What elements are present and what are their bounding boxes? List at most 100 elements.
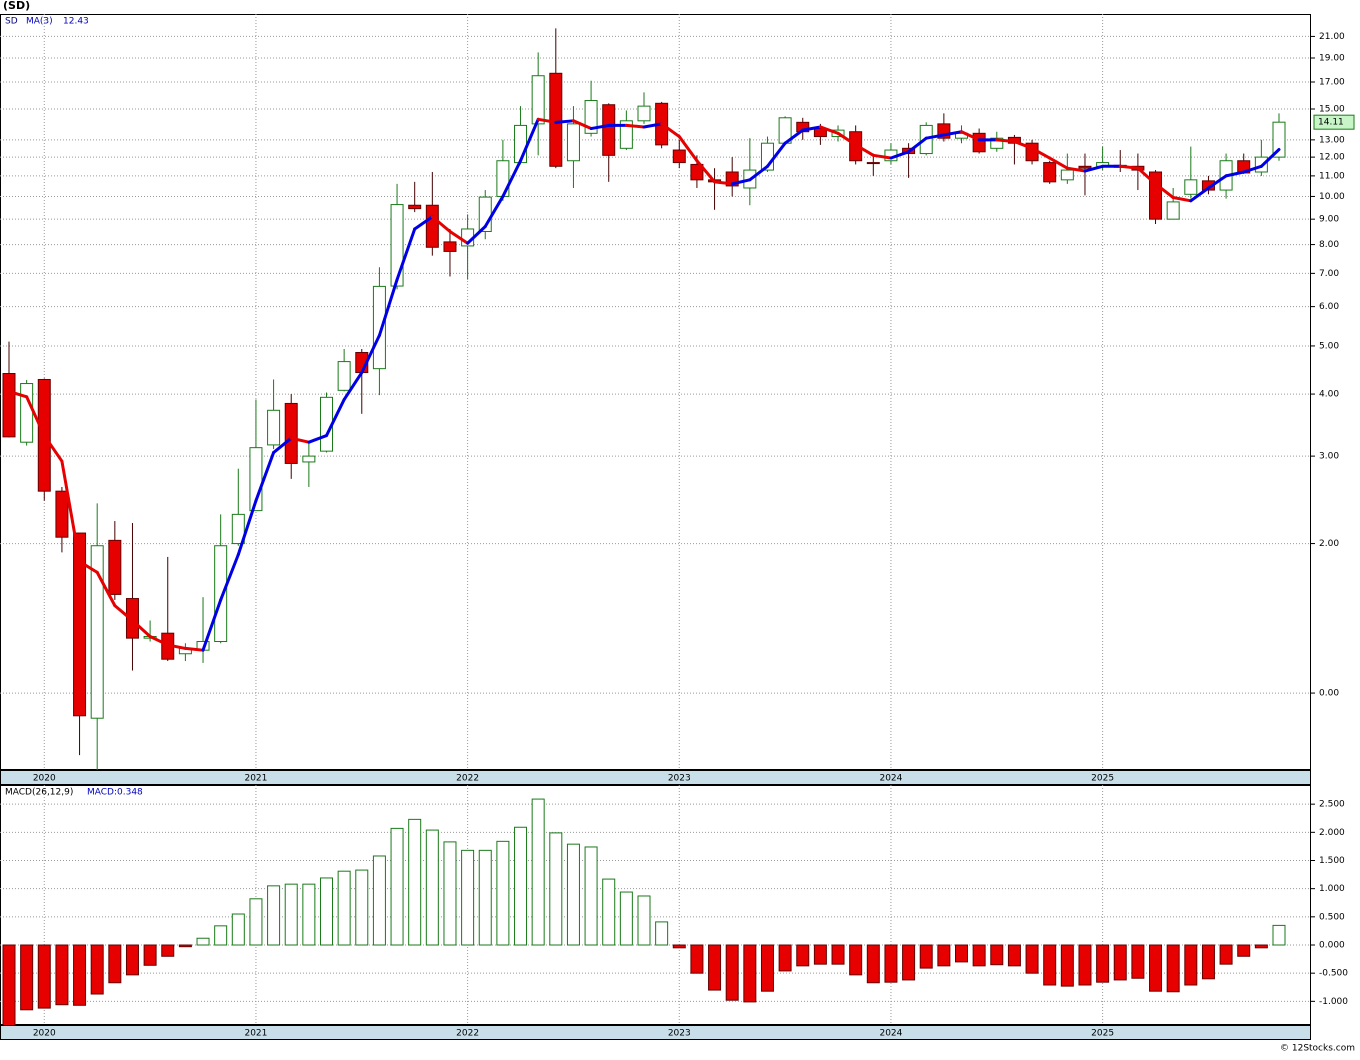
macd-bar [161, 944, 175, 957]
ma-line [854, 143, 875, 157]
candle-body [637, 105, 651, 122]
ma-line [695, 159, 717, 184]
macd-bar [90, 944, 104, 995]
ma-line [1030, 146, 1052, 160]
ma-line [571, 119, 593, 131]
ma-line [377, 278, 399, 337]
ma-line [642, 122, 664, 129]
macd-bar [937, 944, 951, 967]
x-tick-label: 2023 [668, 774, 691, 784]
ma-line [254, 451, 276, 503]
ma-line [801, 125, 822, 132]
ma-line [501, 159, 523, 198]
ma-line [95, 570, 117, 608]
chart-title: (SD) [3, 0, 30, 12]
macd-bar [725, 944, 739, 1001]
ma-line [942, 130, 963, 137]
legend-value: MACD:0.348 [87, 788, 143, 798]
ma-line [130, 618, 152, 638]
macd-bar [919, 944, 933, 969]
y-tick-label: 6.00 [1319, 302, 1339, 312]
macd-bar [320, 877, 333, 946]
macd-bar [1025, 944, 1039, 974]
ma-line [236, 499, 258, 557]
ma-line [1189, 186, 1210, 203]
ma-line [677, 135, 699, 163]
candle-body [231, 513, 245, 545]
candle-body [20, 383, 34, 443]
y-tick-label: 21.00 [1319, 32, 1345, 42]
macd-bar [1219, 944, 1233, 965]
macd-bar [443, 841, 457, 946]
candle-body [549, 72, 563, 167]
macd-bar [813, 944, 827, 965]
x-tick-label: 2021 [244, 774, 267, 784]
macd-bar [1060, 944, 1074, 987]
ma-line [1136, 166, 1158, 186]
macd-bar [549, 832, 563, 946]
candle-body [73, 532, 87, 717]
macd-bar [743, 944, 757, 1003]
macd-bar [566, 843, 580, 946]
candle-body [302, 455, 316, 463]
macd-bar [249, 898, 263, 946]
ma-line [1259, 148, 1281, 168]
macd-bar [1131, 944, 1145, 979]
macd-bar [231, 913, 245, 946]
y-tick-label: 0.000 [1319, 941, 1345, 951]
macd-bar [884, 944, 898, 983]
candle-body [531, 75, 545, 125]
year-band [0, 1025, 1311, 1040]
year-band [0, 770, 1311, 785]
candle-body [584, 100, 598, 134]
macd-bar [637, 895, 651, 946]
macd-bar [355, 869, 369, 946]
macd-bar [337, 870, 351, 946]
ma-line [748, 164, 769, 182]
y-tick-label: 1.000 [1319, 884, 1345, 894]
macd-bar [284, 883, 298, 946]
candle-body [267, 409, 281, 446]
macd-bar [478, 849, 492, 946]
macd-bar [1149, 944, 1163, 992]
candle-body [1272, 121, 1286, 158]
legend-value: 12.43 [63, 17, 89, 27]
macd-bar [1078, 944, 1092, 986]
macd-bar [372, 855, 386, 946]
x-tick-label: 2022 [456, 1029, 479, 1039]
macd-plot [0, 785, 1311, 1025]
ma-line [7, 389, 29, 399]
macd-bar [1237, 944, 1251, 957]
ma-line [1083, 164, 1105, 173]
ma-line [483, 194, 505, 228]
macd-bar [108, 944, 122, 984]
candle-body [690, 163, 704, 181]
macd-bar [125, 944, 139, 976]
candle-body [2, 373, 16, 438]
ma-line [60, 459, 82, 564]
macd-bar [73, 944, 87, 1006]
macd-bar [990, 944, 1004, 966]
ma-line [960, 130, 981, 142]
last-price-box [1313, 114, 1355, 130]
candle-body [214, 545, 228, 643]
macd-bar [796, 944, 810, 967]
macd-bar [778, 944, 792, 972]
ma-line [272, 436, 293, 455]
macd-bar [531, 798, 545, 946]
candle-body [619, 120, 633, 149]
candle-body [972, 132, 986, 153]
ma-line [1012, 140, 1034, 150]
candle-body [408, 204, 422, 210]
macd-bar [1166, 944, 1180, 993]
macd-bar [708, 944, 722, 991]
y-tick-label: 17.00 [1319, 77, 1345, 87]
y-tick-label: 12.00 [1319, 153, 1345, 163]
candle-body [390, 204, 404, 287]
ma-line [166, 643, 187, 650]
macd-bar [143, 944, 157, 966]
footer: © 12Stocks.com [1280, 1044, 1355, 1054]
macd-bar [20, 944, 34, 1011]
ma-line [713, 180, 734, 186]
y-tick-label: 7.00 [1319, 269, 1339, 279]
